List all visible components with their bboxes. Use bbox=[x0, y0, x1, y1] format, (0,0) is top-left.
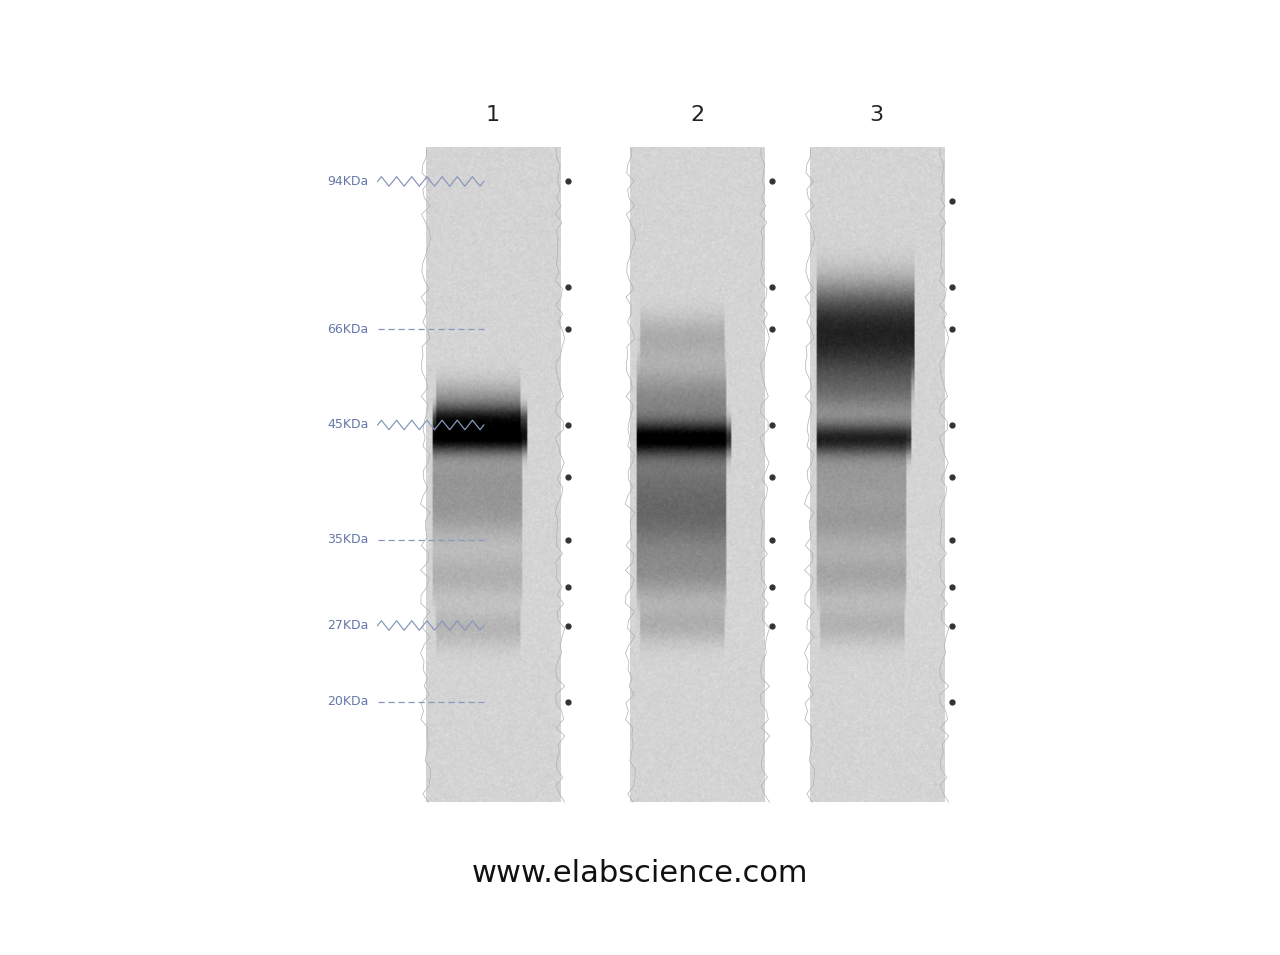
Text: 45KDa: 45KDa bbox=[328, 418, 369, 432]
Text: 20KDa: 20KDa bbox=[328, 695, 369, 709]
Text: www.elabscience.com: www.elabscience.com bbox=[472, 860, 808, 888]
Text: 94KDa: 94KDa bbox=[328, 175, 369, 188]
Text: 35KDa: 35KDa bbox=[328, 533, 369, 546]
Text: 3: 3 bbox=[869, 105, 884, 124]
Text: 1: 1 bbox=[485, 105, 500, 124]
Text: 27KDa: 27KDa bbox=[328, 619, 369, 632]
Text: 66KDa: 66KDa bbox=[328, 323, 369, 336]
Text: 2: 2 bbox=[690, 105, 705, 124]
